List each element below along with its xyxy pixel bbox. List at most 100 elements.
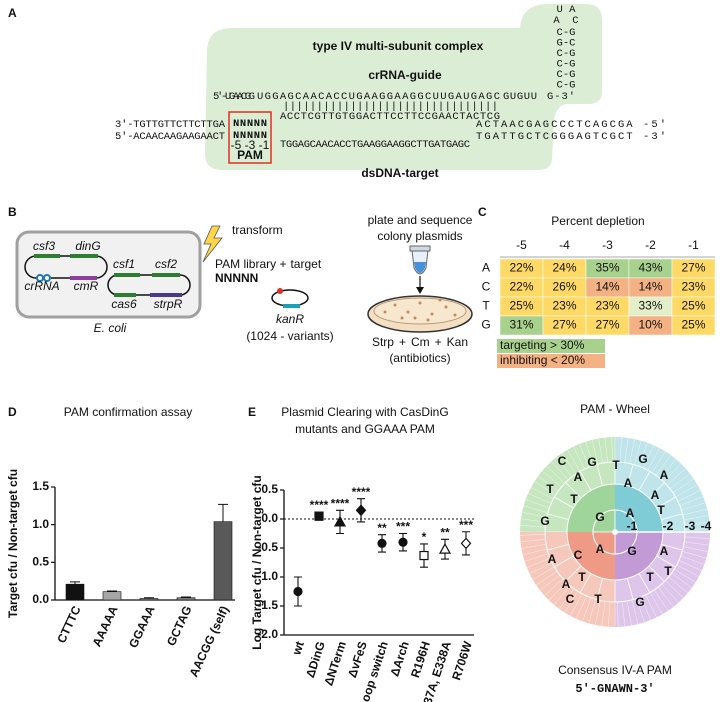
cell-value: 24%: [552, 261, 576, 275]
ring-label: -4: [701, 519, 712, 533]
cell-value: 14%: [595, 280, 619, 294]
cell-value: 23%: [681, 280, 705, 294]
wheel-letter: T: [594, 592, 602, 606]
column-header: -1: [688, 238, 699, 252]
target-right: ACTAACGAGCCCTCAGCGA -5': [476, 119, 666, 131]
gene-label: cas6: [111, 297, 137, 311]
target-label: dsDNA-target: [361, 166, 438, 180]
point: [315, 512, 323, 520]
cell-value: 33%: [638, 299, 662, 313]
cell-value: 25%: [681, 318, 705, 332]
library-pam: NNNNN: [215, 271, 258, 285]
point: [462, 538, 471, 548]
wheel-letter: A: [562, 577, 571, 591]
wheel-letter: A: [660, 468, 669, 482]
wheel-letter: T: [646, 570, 654, 584]
significance-label: **: [440, 525, 450, 539]
significance-label: ***: [459, 518, 473, 532]
bar: [177, 598, 195, 600]
cell-value: 10%: [638, 318, 662, 332]
point: [399, 538, 407, 546]
gene-label: cmR: [74, 279, 99, 293]
ring-label: -2: [663, 519, 674, 533]
bar: [103, 592, 121, 600]
column-header: -4: [559, 238, 570, 252]
cell-value: 22%: [509, 261, 533, 275]
row-label: G: [481, 318, 490, 332]
point: [378, 539, 386, 547]
gene-label: csf2: [155, 257, 177, 271]
x-tick-label: AAAAA: [90, 603, 121, 648]
pam-site: [277, 288, 283, 294]
panel-label: A: [8, 6, 17, 20]
cell-value: 27%: [595, 318, 619, 332]
wheel-letter: C: [566, 592, 575, 606]
wheel-letter: A: [596, 542, 605, 556]
y-tick-label: -0.5: [257, 540, 278, 554]
chart-title: PAM confirmation assay: [64, 405, 193, 419]
error-bar: [218, 504, 228, 521]
host-label: E. coli: [94, 321, 127, 335]
wheel-letter: G: [540, 514, 549, 528]
panel-label: B: [8, 205, 17, 219]
cell-value: 23%: [595, 299, 619, 313]
column-header: -3: [602, 238, 613, 252]
cell-value: 25%: [681, 299, 705, 313]
cell-value: 27%: [681, 261, 705, 275]
y-tick-label: 0.5: [261, 482, 278, 496]
cell-value: 35%: [595, 261, 619, 275]
cell-value: 23%: [552, 299, 576, 313]
y-tick-label: -1.0: [257, 569, 278, 583]
wheel-letter: G: [587, 455, 596, 469]
wheel-letter: C: [574, 548, 583, 562]
library-label: PAM library +: [215, 257, 286, 271]
tube-cap: [410, 246, 430, 251]
wheel-letter: T: [612, 458, 620, 472]
step-label: colony plasmids: [377, 229, 462, 243]
significance-label: **: [377, 521, 387, 535]
arrow-head: [416, 287, 424, 294]
column-header: -5: [516, 238, 527, 252]
wheel-letter: A: [660, 544, 669, 558]
cell-value: 43%: [638, 261, 662, 275]
nontarget-left: 5'-ACAACAAGAAGAACT: [115, 131, 225, 143]
gene-label: csf1: [113, 257, 135, 271]
cell-value: 22%: [509, 280, 533, 294]
hairpin-row: A C: [553, 15, 578, 27]
panel-label: D: [8, 405, 17, 419]
guide-title: crRNA-guide: [368, 68, 442, 82]
legend-label: inhibiting < 20%: [500, 353, 585, 367]
panel-label: E: [248, 405, 256, 419]
gene-label: crRNA: [24, 279, 59, 293]
ring-label: -1: [627, 519, 638, 533]
marker-label: kanR: [276, 312, 304, 326]
y-tick-label: 1.5: [32, 479, 49, 493]
point: [420, 552, 428, 560]
cell-value: 27%: [552, 318, 576, 332]
y-axis-label: Target cfu / Non-target cfu: [6, 469, 20, 618]
y-tick-label: 1.0: [32, 517, 49, 531]
bar: [140, 598, 158, 600]
wheel-letter: T: [546, 482, 554, 496]
row-label: T: [482, 299, 490, 313]
antibiotic-label: +: [435, 335, 442, 349]
gene-label: strpR: [154, 297, 183, 311]
wheel-letter: T: [578, 570, 586, 584]
panel-label: C: [478, 205, 487, 219]
antibiotics-note: (antibiotics): [389, 351, 450, 365]
chart-title: mutants and GGAAA PAM: [295, 422, 435, 436]
antibiotic-label: Cm: [411, 335, 430, 349]
wheel-center: [612, 529, 618, 535]
row-label: C: [482, 280, 491, 294]
x-tick-label: AACGG (self): [187, 604, 232, 679]
wheel-letter: A: [624, 476, 633, 490]
cell-value: 25%: [509, 299, 533, 313]
significance-label: ****: [310, 498, 329, 512]
table-title: Percent depletion: [551, 214, 644, 228]
significance-label: ****: [352, 485, 371, 499]
hairpin-row: C-G: [557, 79, 576, 91]
gene-label: csf3: [33, 239, 55, 253]
significance-label: *: [422, 530, 427, 544]
